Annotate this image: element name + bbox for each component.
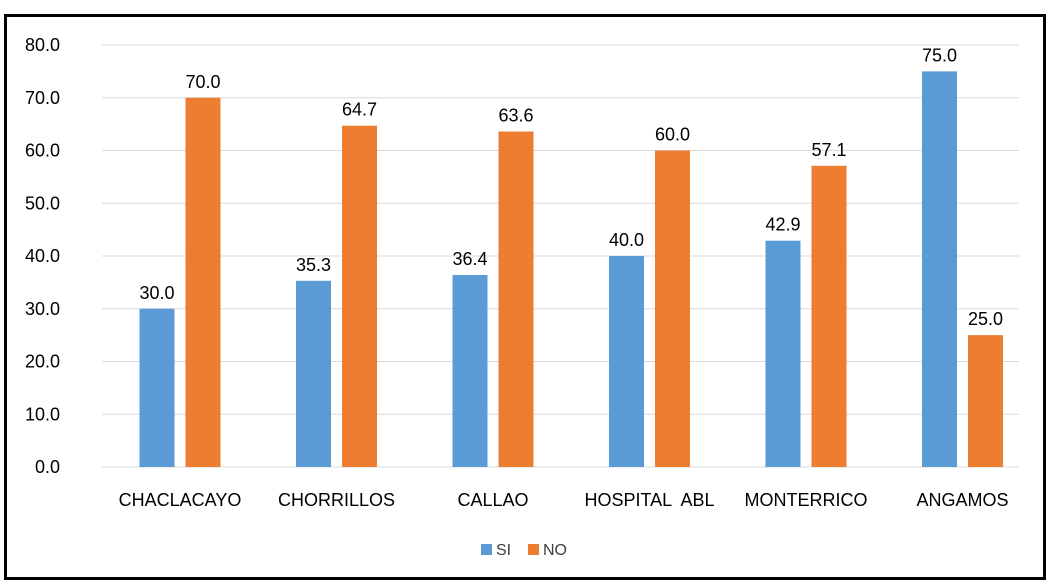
bar-si: [609, 256, 644, 467]
x-category-label: MONTERRICO: [745, 490, 868, 510]
bar-si: [452, 274, 488, 467]
x-category-label: ANGAMOS: [916, 490, 1008, 510]
y-tick-label: 30.0: [25, 299, 60, 319]
y-tick-label: 40.0: [25, 246, 60, 266]
bar-no: [968, 335, 1003, 467]
x-axis-categories: CHACLACAYO CHORRILLOS CALLAO HOSPITAL ABL MO…: [119, 490, 1009, 510]
y-tick-label: 0.0: [35, 457, 60, 477]
data-label: 60.0: [655, 125, 690, 145]
legend-label: SI: [496, 542, 511, 559]
bar-si: [922, 71, 957, 467]
data-label: 30.0: [139, 283, 174, 303]
data-label: 40.0: [609, 230, 644, 250]
legend-swatch-si: [481, 544, 492, 555]
data-label: 75.0: [922, 45, 957, 65]
bar-si: [139, 308, 175, 467]
x-category-label: HOSPITAL ABL: [584, 490, 714, 510]
y-tick-label: 10.0: [25, 404, 60, 424]
bar-si: [296, 280, 331, 467]
data-label: 64.7: [342, 100, 377, 120]
y-tick-label: 80.0: [25, 35, 60, 55]
bar-no: [655, 150, 690, 467]
data-label: 63.6: [498, 106, 533, 126]
data-label: 57.1: [811, 140, 846, 160]
data-label: 42.9: [765, 215, 800, 235]
gridlines: [102, 44, 1019, 468]
bar-si: [765, 240, 801, 467]
legend-swatch-no: [528, 544, 539, 555]
y-tick-label: 50.0: [25, 193, 60, 213]
bar-no: [185, 97, 221, 467]
bar-no: [342, 125, 377, 468]
legend-label: NO: [543, 542, 567, 559]
x-category-label: CHACLACAYO: [119, 490, 242, 510]
data-labels: 30.0 70.0 35.3 64.7 36.4 63.6 40.0 60.0 42.9 57.1…: [139, 45, 1003, 329]
legend: SI NO: [481, 542, 567, 559]
x-category-label: CALLAO: [457, 490, 528, 510]
bar-no: [811, 165, 847, 468]
data-label: 25.0: [968, 309, 1003, 329]
data-label: 36.4: [452, 249, 487, 269]
y-tick-label: 70.0: [25, 88, 60, 108]
x-category-label: CHORRILLOS: [278, 490, 395, 510]
bar-no: [498, 131, 534, 467]
y-tick-label: 20.0: [25, 352, 60, 372]
bar-chart: 0.0 10.0 20.0 30.0 40.0 50.0 60.0 70.0 80.0 30.0…: [25, 35, 1019, 559]
data-label: 70.0: [185, 72, 220, 92]
y-axis-ticks: 0.0 10.0 20.0 30.0 40.0 50.0 60.0 70.0 80.0: [25, 35, 60, 477]
y-tick-label: 60.0: [25, 141, 60, 161]
data-label: 35.3: [296, 255, 331, 275]
chart-frame: 0.0 10.0 20.0 30.0 40.0 50.0 60.0 70.0 80.0 30.0…: [4, 14, 1046, 580]
bars: [139, 71, 1003, 468]
